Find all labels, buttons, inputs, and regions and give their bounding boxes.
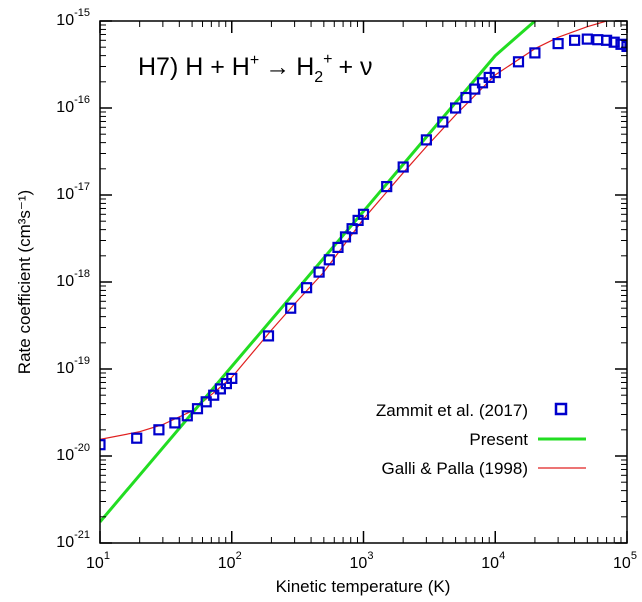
zammit-point <box>339 231 352 243</box>
y-tick-label: 10-16 <box>56 94 90 116</box>
zammit-point <box>357 208 370 220</box>
series-present-line <box>100 21 536 523</box>
reaction-sup-1: + <box>250 52 259 69</box>
zammit-point <box>301 282 313 294</box>
zammit-point <box>608 36 620 48</box>
zammit-point <box>568 34 581 46</box>
y-tick-label: 10-21 <box>56 529 90 551</box>
y-tick-label: 10-20 <box>56 442 90 464</box>
zammit-point <box>191 403 204 415</box>
reaction-arrow: → <box>265 53 290 81</box>
zammit-point <box>332 241 344 253</box>
series-galli-palla-line <box>100 21 607 440</box>
zammit-point <box>437 116 449 128</box>
zammit-point <box>489 66 501 79</box>
x-tick-label: 102 <box>218 550 242 572</box>
zammit-point <box>600 34 613 46</box>
x-tick-label: 104 <box>481 550 505 572</box>
legend-label-zammit: Zammit et al. (2017) <box>376 401 528 420</box>
reaction-prefix: H7) H + H <box>138 53 250 81</box>
zammit-point <box>285 302 297 314</box>
reaction-sub: 2 <box>314 69 323 86</box>
legend: Zammit et al. (2017) Present Galli & Pal… <box>376 401 586 478</box>
zammit-point <box>460 91 472 104</box>
reaction-suffix: + ν <box>339 53 373 81</box>
zammit-point <box>420 134 432 146</box>
zammit-point <box>169 417 181 429</box>
zammit-point <box>581 33 593 45</box>
reaction-sup-2: + <box>323 51 332 68</box>
y-tick-label: 10-17 <box>56 181 90 203</box>
zammit-point <box>262 330 275 342</box>
zammit-point <box>592 34 604 46</box>
zammit-point <box>131 432 143 444</box>
zammit-point <box>529 47 541 59</box>
zammit-point <box>208 389 220 401</box>
zammit-point <box>469 83 481 95</box>
x-tick-label: 101 <box>86 550 110 572</box>
x-axis-label: Kinetic temperature (K) <box>276 577 451 596</box>
y-tick-label: 10-15 <box>56 7 90 29</box>
zammit-point <box>512 56 525 68</box>
x-tick-label: 103 <box>350 550 374 572</box>
zammit-point <box>346 223 358 235</box>
zammit-point <box>181 410 193 422</box>
reaction-product: H <box>296 53 314 81</box>
tick-layer: 10-21 10-20 10-19 10-18 10-17 10-16 10-15 101 10… <box>56 7 637 572</box>
plot-frame <box>99 20 628 544</box>
y-axis-label: Rate coefficient (cm³s⁻¹) <box>15 190 34 374</box>
reaction-annotation: H7) H + H+ → H2+ + ν <box>138 51 373 86</box>
zammit-point <box>450 102 462 114</box>
zammit-point <box>621 40 627 53</box>
legend-label-present: Present <box>469 430 528 449</box>
y-tick-label: 10-18 <box>56 268 90 290</box>
zammit-point <box>153 424 165 436</box>
zammit-point <box>323 254 335 266</box>
legend-marker-zammit <box>554 402 568 416</box>
zammit-point <box>552 37 564 50</box>
zammit-point <box>381 181 393 193</box>
series-layer <box>100 21 627 523</box>
zammit-point <box>397 161 409 173</box>
zammit-point <box>226 372 238 384</box>
y-tick-label: 10-19 <box>56 355 90 377</box>
legend-label-galli-palla: Galli & Palla (1998) <box>382 459 528 478</box>
zammit-point <box>100 439 106 451</box>
zammit-point <box>615 38 627 50</box>
x-tick-label: 105 <box>613 550 637 572</box>
zammit-point <box>313 266 325 278</box>
zammit-point <box>200 396 212 408</box>
